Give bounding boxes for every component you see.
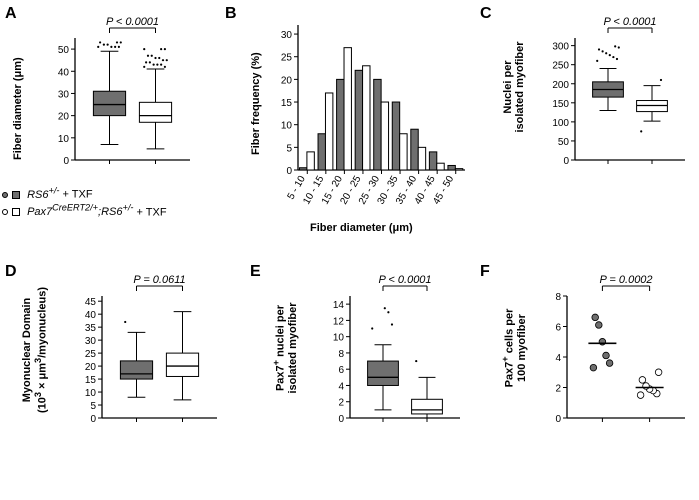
svg-text:25: 25 — [85, 349, 97, 360]
svg-text:30: 30 — [281, 30, 293, 41]
panel-b-ylabel: Fiber frequency (%) — [250, 52, 262, 155]
svg-text:250: 250 — [552, 61, 569, 72]
panel-e-ylabel: Pax7+ nuclei perisolated myofiber — [271, 273, 299, 423]
svg-text:10: 10 — [58, 134, 70, 145]
svg-text:40: 40 — [58, 67, 70, 78]
svg-text:0: 0 — [555, 414, 561, 425]
legend-group2: Pax7CreERT2/+;RS6+/- + TXF — [2, 203, 167, 219]
panel-label-c: C — [480, 5, 492, 23]
svg-text:8: 8 — [555, 292, 561, 303]
svg-text:10: 10 — [333, 333, 345, 344]
svg-text:10: 10 — [85, 388, 97, 399]
svg-text:300: 300 — [552, 42, 569, 53]
panel-a-chart: 01020304050P < 0.0001 — [45, 20, 200, 175]
svg-text:150: 150 — [552, 99, 569, 110]
svg-text:30: 30 — [58, 89, 70, 100]
svg-text:P < 0.0001: P < 0.0001 — [378, 274, 431, 286]
svg-text:P < 0.0001: P < 0.0001 — [603, 16, 656, 28]
panel-c-chart: 050100150200250300P < 0.0001 — [545, 20, 695, 175]
panel-f-chart: 02468P = 0.0002 — [545, 278, 695, 433]
panel-b-chart: 0510152025305 - 1010 - 1515 - 2020 - 252… — [270, 20, 470, 175]
panel-f-ylabel: Pax7+ cells per100 myofiber — [500, 273, 528, 423]
svg-text:4: 4 — [555, 353, 561, 364]
svg-text:20: 20 — [58, 112, 70, 123]
panel-c-ylabel: Nuclei perisolated myofiber — [502, 12, 526, 162]
svg-text:10: 10 — [281, 121, 293, 132]
svg-text:100: 100 — [552, 118, 569, 129]
panel-label-e: E — [250, 263, 261, 281]
svg-text:P = 0.0611: P = 0.0611 — [133, 274, 185, 286]
svg-text:0: 0 — [286, 166, 292, 177]
svg-text:8: 8 — [338, 349, 344, 360]
panel-label-f: F — [480, 263, 490, 281]
svg-text:20: 20 — [85, 362, 97, 373]
svg-text:5: 5 — [90, 401, 96, 412]
panel-label-a: A — [5, 5, 17, 23]
panel-d-chart: 051015202530354045P = 0.0611 — [72, 278, 227, 433]
svg-text:P < 0.0001: P < 0.0001 — [106, 16, 159, 28]
svg-text:5: 5 — [286, 143, 292, 154]
svg-text:25: 25 — [281, 53, 293, 64]
svg-text:0: 0 — [90, 414, 96, 425]
svg-text:P = 0.0002: P = 0.0002 — [599, 274, 652, 286]
svg-text:14: 14 — [333, 300, 345, 311]
panel-b-xlabel: Fiber diameter (μm) — [310, 222, 413, 234]
svg-text:6: 6 — [555, 323, 561, 334]
svg-text:50: 50 — [558, 137, 570, 148]
panel-a-ylabel: Fiber diameter (μm) — [12, 57, 24, 160]
svg-text:12: 12 — [333, 316, 345, 327]
svg-text:30: 30 — [85, 336, 97, 347]
svg-text:35: 35 — [85, 323, 97, 334]
svg-text:4: 4 — [338, 381, 344, 392]
svg-text:0: 0 — [563, 156, 569, 167]
svg-text:20: 20 — [281, 75, 293, 86]
svg-text:45: 45 — [85, 297, 97, 308]
panel-d-ylabel: Myonuclear Domain (103 × μm3/myonucleus) — [21, 270, 49, 430]
svg-text:40: 40 — [85, 310, 97, 321]
svg-text:0: 0 — [338, 414, 344, 425]
svg-text:200: 200 — [552, 80, 569, 91]
svg-text:50: 50 — [58, 45, 70, 56]
legend-group1: RS6+/- + TXF — [2, 185, 167, 201]
svg-text:2: 2 — [338, 398, 344, 409]
panel-label-b: B — [225, 5, 237, 23]
svg-text:0: 0 — [63, 156, 69, 167]
svg-text:15: 15 — [281, 98, 293, 109]
svg-text:2: 2 — [555, 384, 561, 395]
svg-text:6: 6 — [338, 365, 344, 376]
panel-e-chart: 02468101214P < 0.0001 — [320, 278, 470, 433]
panel-label-d: D — [5, 263, 17, 281]
svg-text:15: 15 — [85, 375, 97, 386]
